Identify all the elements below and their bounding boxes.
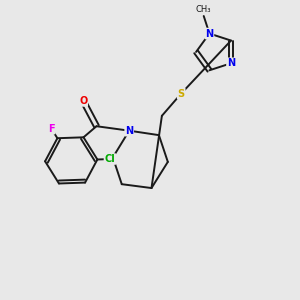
Text: N: N bbox=[125, 126, 133, 136]
Text: CH₃: CH₃ bbox=[196, 4, 212, 14]
Text: N: N bbox=[206, 28, 214, 38]
Text: F: F bbox=[48, 124, 55, 134]
Text: N: N bbox=[227, 58, 235, 68]
Text: Cl: Cl bbox=[104, 154, 115, 164]
Text: S: S bbox=[178, 88, 185, 98]
Text: O: O bbox=[79, 96, 87, 106]
